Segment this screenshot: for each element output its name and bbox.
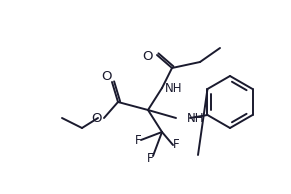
Text: F: F (147, 152, 153, 165)
Text: NH: NH (187, 113, 205, 126)
Text: NH: NH (165, 82, 182, 95)
Text: O: O (101, 69, 111, 82)
Text: F: F (173, 139, 179, 152)
Text: F: F (135, 133, 141, 146)
Text: O: O (143, 50, 153, 63)
Text: O: O (92, 112, 102, 125)
